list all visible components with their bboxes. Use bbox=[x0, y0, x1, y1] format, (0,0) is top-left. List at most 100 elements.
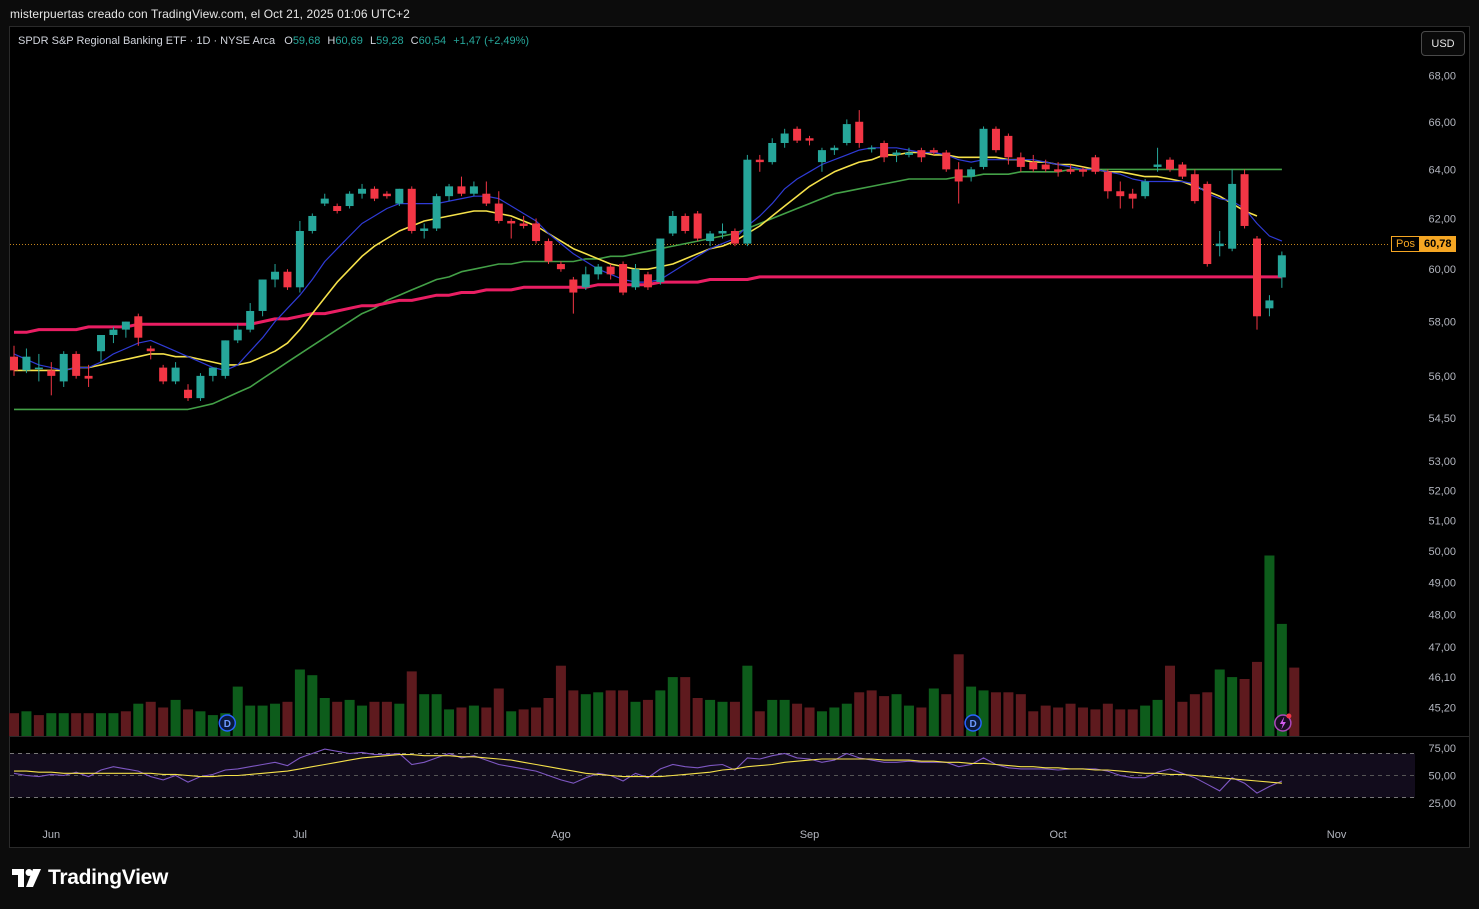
volume-bar bbox=[841, 703, 852, 736]
volume-bar bbox=[1189, 694, 1200, 736]
candle-body bbox=[370, 188, 379, 199]
volume-bar bbox=[767, 699, 778, 736]
volume-bar bbox=[357, 705, 368, 736]
volume-bar bbox=[1127, 709, 1138, 736]
volume-bar bbox=[1053, 707, 1064, 736]
volume-bar bbox=[1227, 677, 1238, 736]
candle-body bbox=[942, 152, 951, 170]
candle-body bbox=[842, 124, 851, 143]
volume-bar bbox=[518, 709, 529, 736]
candle-body bbox=[979, 128, 988, 167]
candle-body bbox=[196, 375, 205, 399]
dividend-marker-letter: D bbox=[969, 719, 976, 730]
candle-body bbox=[793, 128, 802, 141]
candle-body bbox=[97, 334, 106, 352]
price-axis-tick: 48,00 bbox=[1428, 609, 1456, 621]
currency-button[interactable]: USD bbox=[1421, 31, 1465, 56]
candle-body bbox=[681, 215, 690, 231]
sma-fast-line bbox=[13, 147, 1283, 371]
candle-body bbox=[246, 310, 255, 330]
candle-body bbox=[867, 147, 876, 150]
volume-bar bbox=[580, 694, 591, 736]
volume-bar bbox=[568, 690, 579, 736]
price-axis-tick: 50,00 bbox=[1428, 546, 1456, 558]
volume-bar bbox=[394, 703, 405, 736]
candle-body bbox=[171, 367, 180, 382]
volume-bar bbox=[1102, 703, 1113, 736]
candle-body bbox=[1240, 174, 1249, 226]
candle-body bbox=[569, 279, 578, 293]
volume-bar bbox=[120, 711, 131, 736]
position-value: 60,78 bbox=[1419, 236, 1456, 252]
lightning-icon bbox=[1279, 716, 1286, 730]
price-axis-tick: 52,00 bbox=[1428, 485, 1456, 497]
volume-bar bbox=[232, 686, 243, 736]
volume-bar bbox=[692, 698, 703, 736]
volume-bar bbox=[891, 694, 902, 736]
tradingview-logo[interactable]: TradingView bbox=[12, 866, 168, 890]
volume-bar bbox=[605, 690, 616, 736]
volume-bar bbox=[903, 705, 914, 736]
volume-bar bbox=[245, 705, 256, 736]
volume-bar bbox=[207, 715, 218, 736]
candle-body bbox=[159, 367, 168, 382]
candle-body bbox=[382, 193, 391, 197]
candle-body bbox=[494, 203, 503, 221]
volume-bar bbox=[21, 711, 32, 736]
volume-bar bbox=[444, 709, 455, 736]
time-axis-label: Oct bbox=[1050, 829, 1067, 841]
candle-body bbox=[1190, 174, 1199, 202]
volume-bar bbox=[33, 715, 44, 736]
volume-bar bbox=[96, 713, 107, 736]
candle-body bbox=[1116, 191, 1125, 197]
candle-body bbox=[333, 206, 342, 211]
volume-bar bbox=[1090, 709, 1101, 736]
candle-body bbox=[308, 215, 317, 231]
candle-body bbox=[1141, 181, 1150, 197]
candle-body bbox=[22, 356, 31, 371]
volume-bar bbox=[71, 713, 82, 736]
candle-body bbox=[345, 193, 354, 207]
candle-body bbox=[482, 193, 491, 204]
volume-bar bbox=[667, 677, 678, 736]
candle-body bbox=[532, 223, 541, 242]
legend-change: +1,47 (+2,49%) bbox=[453, 35, 530, 47]
candle-body bbox=[395, 188, 404, 204]
candle-body bbox=[780, 133, 789, 143]
volume-bar bbox=[543, 698, 554, 736]
volume-bar bbox=[195, 711, 206, 736]
candle-body bbox=[1054, 169, 1063, 172]
candle-body bbox=[519, 223, 528, 226]
volume-bar bbox=[742, 665, 753, 736]
price-axis-tick: 49,00 bbox=[1428, 577, 1456, 589]
candle-body bbox=[668, 215, 677, 234]
volume-bar bbox=[990, 692, 1001, 736]
volume-bar bbox=[145, 701, 156, 736]
candle-body bbox=[581, 274, 590, 288]
volume-bar bbox=[854, 692, 865, 736]
price-axis-tick: 54,50 bbox=[1428, 413, 1456, 425]
volume-bar bbox=[630, 701, 641, 736]
candle-body bbox=[1153, 164, 1162, 167]
candle-body bbox=[880, 142, 889, 158]
legend-open-value: 59,68 bbox=[292, 35, 321, 47]
rsi-ma-line bbox=[14, 754, 1282, 784]
candle-body bbox=[631, 269, 640, 288]
candle-body bbox=[1265, 300, 1274, 309]
candle-body bbox=[10, 356, 18, 371]
candle-body bbox=[283, 271, 292, 288]
candle-body bbox=[84, 375, 93, 379]
dividend-marker-icon bbox=[964, 714, 982, 732]
price-axis-tick: 56,00 bbox=[1428, 371, 1456, 383]
legend-open-label: O bbox=[284, 35, 293, 47]
volume-bar bbox=[1040, 705, 1051, 736]
symbol-legend: SPDR S&P Regional Banking ETF · 1D · NYS… bbox=[18, 35, 529, 47]
volume-bar bbox=[270, 703, 281, 736]
volume-bar bbox=[506, 711, 517, 736]
volume-bar bbox=[779, 699, 790, 736]
volume-bar bbox=[133, 703, 144, 736]
candle-body bbox=[258, 279, 267, 311]
candle-body bbox=[830, 147, 839, 151]
volume-bar bbox=[431, 694, 442, 736]
